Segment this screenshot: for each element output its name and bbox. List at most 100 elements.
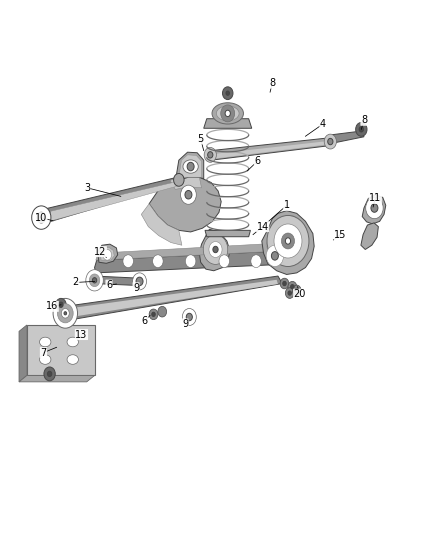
Polygon shape (262, 211, 314, 274)
Circle shape (280, 278, 289, 289)
Circle shape (136, 277, 143, 286)
Circle shape (292, 285, 301, 296)
Ellipse shape (212, 103, 244, 124)
Circle shape (267, 215, 309, 266)
Circle shape (203, 235, 228, 264)
Circle shape (371, 204, 378, 212)
Polygon shape (141, 204, 182, 245)
Circle shape (103, 249, 112, 260)
Circle shape (295, 288, 298, 293)
Circle shape (182, 309, 196, 326)
Text: 11: 11 (369, 193, 381, 204)
Circle shape (290, 285, 294, 289)
Ellipse shape (67, 355, 78, 365)
Circle shape (44, 367, 55, 381)
Polygon shape (205, 230, 251, 237)
Ellipse shape (183, 160, 198, 173)
Circle shape (283, 281, 286, 286)
Circle shape (208, 152, 213, 158)
Polygon shape (95, 251, 294, 273)
Circle shape (158, 306, 166, 317)
Text: 6: 6 (142, 316, 148, 326)
Circle shape (209, 241, 222, 257)
Polygon shape (96, 243, 290, 260)
Circle shape (152, 255, 163, 268)
Text: 9: 9 (182, 319, 188, 329)
Text: 16: 16 (46, 301, 58, 311)
Circle shape (57, 304, 73, 323)
Circle shape (219, 255, 230, 268)
Polygon shape (98, 244, 118, 263)
Polygon shape (71, 280, 278, 317)
Circle shape (226, 91, 230, 95)
Polygon shape (266, 215, 308, 265)
Circle shape (282, 233, 294, 249)
Text: 1: 1 (284, 200, 290, 211)
Text: 8: 8 (361, 115, 367, 125)
Circle shape (187, 163, 194, 171)
Circle shape (221, 105, 235, 122)
Circle shape (225, 110, 230, 117)
Text: 3: 3 (84, 183, 90, 193)
Circle shape (356, 123, 367, 136)
Circle shape (53, 298, 78, 328)
Circle shape (92, 278, 97, 283)
Polygon shape (209, 138, 332, 160)
Circle shape (266, 245, 284, 266)
Circle shape (59, 302, 63, 308)
Polygon shape (40, 177, 180, 224)
Circle shape (149, 309, 158, 320)
Circle shape (47, 371, 52, 376)
Ellipse shape (216, 106, 239, 121)
Polygon shape (199, 229, 230, 271)
Text: 15: 15 (334, 230, 346, 240)
Polygon shape (204, 119, 252, 128)
Circle shape (288, 291, 291, 295)
Polygon shape (332, 131, 364, 143)
Polygon shape (170, 176, 201, 189)
Text: 4: 4 (320, 119, 326, 129)
Text: 7: 7 (40, 348, 46, 358)
Polygon shape (93, 276, 141, 286)
Polygon shape (149, 176, 221, 232)
Circle shape (204, 148, 216, 163)
Text: 5: 5 (198, 134, 204, 144)
FancyBboxPatch shape (27, 325, 95, 375)
Polygon shape (362, 195, 386, 224)
Circle shape (32, 206, 51, 229)
Ellipse shape (39, 355, 51, 365)
Polygon shape (63, 276, 283, 321)
Circle shape (86, 270, 103, 291)
Circle shape (213, 246, 218, 253)
Circle shape (152, 312, 155, 317)
Text: 6: 6 (106, 280, 112, 290)
Circle shape (173, 173, 184, 186)
Ellipse shape (67, 337, 78, 347)
Circle shape (272, 252, 279, 260)
Circle shape (286, 288, 294, 298)
Circle shape (185, 255, 196, 268)
Circle shape (286, 238, 290, 244)
Text: 9: 9 (133, 283, 139, 293)
Circle shape (185, 190, 192, 199)
Text: 13: 13 (75, 329, 88, 340)
Circle shape (288, 281, 297, 292)
Polygon shape (361, 223, 378, 249)
Polygon shape (214, 141, 329, 159)
Polygon shape (19, 325, 27, 382)
Circle shape (223, 87, 233, 100)
Circle shape (61, 309, 69, 318)
Circle shape (366, 197, 383, 219)
Circle shape (324, 134, 336, 149)
Circle shape (274, 224, 302, 258)
Circle shape (133, 273, 147, 290)
Text: 12: 12 (94, 247, 106, 256)
Circle shape (64, 312, 67, 315)
Circle shape (251, 255, 261, 268)
Text: 8: 8 (269, 78, 276, 88)
Text: 20: 20 (293, 289, 306, 299)
Text: 6: 6 (254, 156, 261, 166)
Polygon shape (175, 152, 204, 181)
Circle shape (359, 127, 364, 132)
Polygon shape (19, 375, 95, 382)
